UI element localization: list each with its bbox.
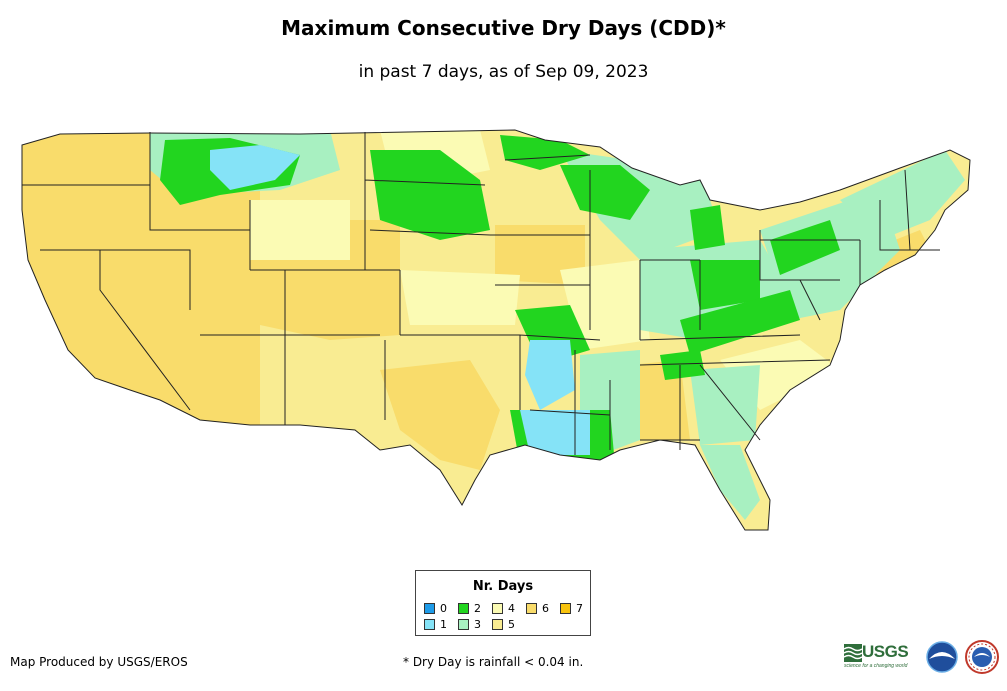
legend-item-5: 5 xyxy=(492,618,515,631)
legend-label-7: 7 xyxy=(576,602,583,615)
nws-logo-icon xyxy=(965,640,999,674)
cdd-region-4-midwest xyxy=(560,260,650,350)
cdd-region-3-carolinas xyxy=(690,365,760,445)
cdd-region-4-wyoming xyxy=(250,200,350,260)
legend-item-2: 2 xyxy=(458,602,481,615)
legend-item-7: 7 xyxy=(560,602,583,615)
legend-label-1: 1 xyxy=(440,618,447,631)
legend-item-6: 6 xyxy=(526,602,549,615)
state-borders xyxy=(21,129,971,531)
legend-swatch-4 xyxy=(492,603,503,614)
cdd-region-2-georgia xyxy=(660,350,705,380)
cdd-region-2-dakotas xyxy=(370,150,490,240)
legend-swatch-2 xyxy=(458,603,469,614)
cdd-region-2-michigan xyxy=(690,205,725,250)
legend-title: Nr. Days xyxy=(472,579,534,594)
legend-swatch-6 xyxy=(526,603,537,614)
legend-swatch-5 xyxy=(492,619,503,630)
cdd-region-2-minnesota xyxy=(500,135,590,170)
cdd-region-6-texas xyxy=(380,360,500,470)
usgs-tagline: science for a changing world xyxy=(844,663,908,669)
us-outline xyxy=(21,129,971,531)
cdd-region-2-kentucky xyxy=(680,290,800,355)
legend-swatch-1 xyxy=(424,619,435,630)
legend-label-4: 4 xyxy=(508,602,515,615)
agency-logos: USGS science for a changing world xyxy=(842,640,1002,674)
map-footnote: * Dry Day is rainfall < 0.04 in. xyxy=(403,655,584,669)
legend-label-3: 3 xyxy=(474,618,481,631)
cdd-region-1-arkansas xyxy=(525,340,575,410)
cdd-region-1-montana xyxy=(210,145,300,190)
cdd-region-1-louisiana xyxy=(520,410,590,455)
cdd-region-2-pennsylvania xyxy=(770,220,840,275)
legend-label-6: 6 xyxy=(542,602,549,615)
legend-item-0: 0 xyxy=(424,602,447,615)
cdd-region-6-southeast xyxy=(630,360,690,440)
cdd-region-2-wisconsin xyxy=(560,165,650,220)
map-subtitle: in past 7 days, as of Sep 09, 2023 xyxy=(358,62,649,82)
state-lines xyxy=(22,132,940,455)
legend-swatch-7 xyxy=(560,603,571,614)
cdd-region-3-florida xyxy=(700,445,760,520)
legend: Nr. Days 0 1 2 3 4 5 6 7 xyxy=(415,570,591,636)
legend-swatch-3 xyxy=(458,619,469,630)
legend-label-2: 2 xyxy=(474,602,481,615)
noaa-logo-icon xyxy=(926,641,958,673)
legend-label-5: 5 xyxy=(508,618,515,631)
legend-label-0: 0 xyxy=(440,602,447,615)
cdd-region-2-ohio xyxy=(690,260,760,310)
legend-item-4: 4 xyxy=(492,602,515,615)
map-credit: Map Produced by USGS/EROS xyxy=(10,655,188,669)
us-cdd-map xyxy=(21,129,971,531)
cdd-region-4-kansas xyxy=(400,270,520,325)
legend-item-3: 3 xyxy=(458,618,481,631)
usgs-logo: USGS xyxy=(862,642,909,661)
cdd-region-3-new-england xyxy=(840,150,965,240)
legend-item-1: 1 xyxy=(424,618,447,631)
map-title: Maximum Consecutive Dry Days (CDD)* xyxy=(281,16,726,40)
usgs-wave-icon xyxy=(844,644,862,662)
cdd-field xyxy=(22,130,970,530)
legend-swatch-0 xyxy=(424,603,435,614)
